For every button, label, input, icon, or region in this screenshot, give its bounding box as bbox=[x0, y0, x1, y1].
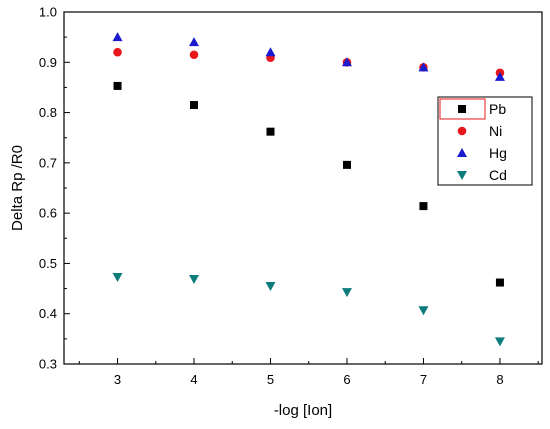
legend-label: Cd bbox=[489, 167, 507, 183]
data-point-hg bbox=[341, 57, 352, 67]
legend-item-cd: Cd bbox=[457, 167, 507, 183]
legend-label-highlight bbox=[439, 98, 486, 120]
data-point-pb bbox=[419, 202, 428, 211]
y-tick-label: 0.3 bbox=[39, 357, 57, 372]
y-axis-label: Delta Rp /R0 bbox=[9, 145, 26, 231]
x-tick-label: 6 bbox=[343, 372, 350, 387]
data-point-hg bbox=[189, 37, 200, 47]
data-point-pb bbox=[266, 127, 275, 136]
legend-label: Hg bbox=[489, 145, 507, 161]
y-tick-label: 0.5 bbox=[39, 256, 57, 271]
x-tick-label: 4 bbox=[190, 372, 197, 387]
legend-item-hg: Hg bbox=[457, 145, 507, 161]
x-tick-label: 8 bbox=[496, 372, 503, 387]
data-point-pb bbox=[113, 81, 122, 90]
data-point-ni bbox=[189, 50, 199, 60]
axis-ticks: 3 4 5 6 7 8 0.3 0.4 0.5 0.6 0.7 0.8 0.9 1.0 bbox=[39, 5, 539, 387]
series-ni bbox=[113, 47, 505, 78]
x-tick-label: 3 bbox=[114, 372, 121, 387]
series-hg bbox=[112, 32, 505, 81]
legend-marker-ni bbox=[457, 126, 467, 136]
y-tick-label: 1.0 bbox=[39, 5, 57, 20]
data-point-pb bbox=[342, 160, 351, 169]
data-point-cd bbox=[341, 288, 352, 298]
legend-marker-pb bbox=[458, 105, 466, 113]
legend-marker-hg bbox=[457, 148, 467, 157]
legend-item-ni: Ni bbox=[457, 123, 502, 139]
legend-marker-cd bbox=[457, 171, 467, 180]
data-point-cd bbox=[418, 306, 429, 316]
x-tick-label: 5 bbox=[267, 372, 274, 387]
legend-items: Pb Ni Hg Cd bbox=[457, 101, 507, 183]
data-point-cd bbox=[189, 275, 200, 285]
data-point-cd bbox=[265, 282, 276, 292]
data-point-cd bbox=[494, 337, 505, 347]
x-axis-label: -log [Ion] bbox=[274, 402, 332, 419]
data-point-pb bbox=[190, 101, 199, 110]
data-point-hg bbox=[112, 32, 123, 42]
x-tick-label: 7 bbox=[420, 372, 427, 387]
data-point-hg bbox=[494, 71, 505, 81]
data-point-pb bbox=[495, 278, 504, 287]
y-tick-label: 0.6 bbox=[39, 206, 57, 221]
data-point-ni bbox=[113, 47, 122, 57]
data-points bbox=[112, 32, 505, 347]
y-tick-label: 0.9 bbox=[39, 55, 57, 70]
data-point-cd bbox=[112, 273, 123, 283]
series-cd bbox=[112, 273, 505, 347]
data-point-hg bbox=[265, 47, 276, 57]
legend-label: Ni bbox=[489, 123, 502, 139]
data-point-hg bbox=[418, 62, 429, 72]
legend: Pb Ni Hg Cd bbox=[437, 96, 533, 186]
legend-label: Pb bbox=[489, 101, 506, 117]
series-pb bbox=[113, 81, 504, 287]
plot-frame bbox=[63, 11, 543, 365]
y-tick-label: 0.7 bbox=[39, 155, 57, 170]
y-tick-label: 0.4 bbox=[39, 306, 57, 321]
legend-item-pb: Pb bbox=[458, 101, 506, 117]
y-tick-label: 0.8 bbox=[39, 105, 57, 120]
